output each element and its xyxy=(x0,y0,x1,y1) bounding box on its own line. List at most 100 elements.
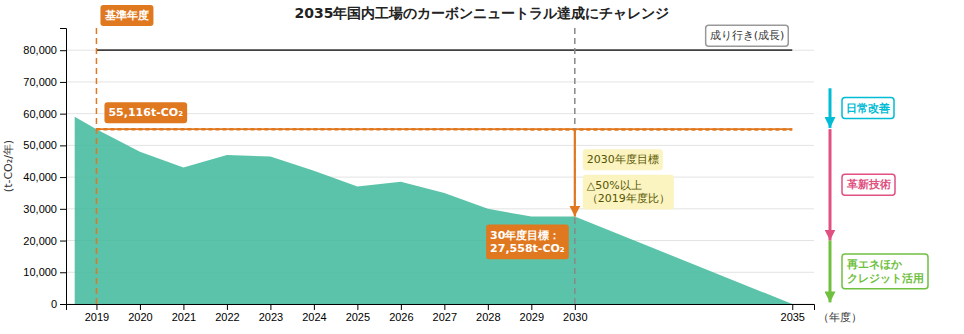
side-label-text: 革新技術 xyxy=(846,178,891,191)
text-line: 2030年度目標 xyxy=(587,153,659,166)
x-tick-label: 2023 xyxy=(259,311,283,323)
y-tick-mark xyxy=(60,304,66,305)
arrow-label-text: 2030年度目標 xyxy=(587,153,659,166)
x-tick-label: 2019 xyxy=(85,311,109,323)
x-tick-label: 2028 xyxy=(476,311,500,323)
y-tick-label: 40,000 xyxy=(23,171,57,183)
y-tick: 50,000 xyxy=(23,139,66,151)
x-tick-label: 2024 xyxy=(302,311,326,323)
x-tick: 2021 xyxy=(172,304,196,323)
x-tick-mark xyxy=(792,304,793,310)
arrow-label-box xyxy=(583,149,663,170)
side-arrow xyxy=(829,129,832,240)
series-label-text: 成り行き(成長) xyxy=(710,29,785,42)
line xyxy=(96,128,792,130)
x-tick-mark xyxy=(488,304,489,310)
y-tick-mark xyxy=(60,82,66,83)
grid-line xyxy=(66,145,814,146)
text-line: クレジット活用 xyxy=(847,272,924,285)
text-line: 再エネほか xyxy=(846,258,903,271)
y-tick-mark xyxy=(60,114,66,115)
x-tick-mark xyxy=(96,304,97,310)
series-label-box xyxy=(706,25,789,46)
x-tick-label: 2026 xyxy=(389,311,413,323)
y-tick: 60,000 xyxy=(23,108,66,120)
text-line: 基準年度 xyxy=(104,9,149,22)
vline-label-text: 基準年度 xyxy=(104,9,149,22)
chart: 2019202020212022202320242025202620272028… xyxy=(0,0,964,334)
plot: 2019202020212022202320242025202620272028… xyxy=(2,5,928,324)
series-label: 成り行き(成長) xyxy=(706,25,789,46)
y-tick: 80,000 xyxy=(23,44,66,56)
series-label-box xyxy=(104,102,187,123)
y-tick-mark xyxy=(60,145,66,146)
y-tick-mark xyxy=(60,50,66,51)
x-axis: 2019202020212022202320242025202620272028… xyxy=(67,304,815,323)
x-tick: 2019 xyxy=(85,304,109,323)
x-tick-mark xyxy=(314,304,315,310)
x-axis-line xyxy=(67,305,815,311)
x-tick-label: 2020 xyxy=(128,311,152,323)
arrow-label-text: △50%以上（2019年度比） xyxy=(587,179,670,206)
y-tick-label: 0 xyxy=(51,298,57,310)
x-tick: 2023 xyxy=(259,304,283,323)
line xyxy=(96,49,792,51)
y-axis-line xyxy=(60,29,67,305)
y-tick-label: 30,000 xyxy=(23,203,57,215)
x-tick: 2028 xyxy=(476,304,500,323)
grid xyxy=(66,50,814,304)
text-line: 成り行き(成長) xyxy=(710,29,785,42)
x-tick-label: 2030 xyxy=(563,311,587,323)
text-line: 27,558t-CO₂ xyxy=(490,242,565,255)
y-tick: 20,000 xyxy=(23,235,66,247)
text-line: 革新技術 xyxy=(846,178,891,191)
arrow-label: △50%以上（2019年度比） xyxy=(583,175,674,210)
y-tick: 40,000 xyxy=(23,171,66,183)
y-tick-mark xyxy=(60,209,66,210)
x-tick-mark xyxy=(183,304,184,310)
vertical-line xyxy=(96,28,98,304)
x-tick: 2026 xyxy=(389,304,413,323)
arrow-label: 2030年度目標 xyxy=(583,149,663,170)
title: 2035年国内工場のカーボンニュートラル達成にチャレンジ xyxy=(295,5,670,21)
vertical-line xyxy=(574,28,576,304)
x-tick: 2035 xyxy=(781,304,805,323)
side-label: 革新技術 xyxy=(842,174,895,195)
y-tick: 0 xyxy=(51,298,66,310)
side-label-text: 日常改善 xyxy=(846,102,890,115)
vline-label-box xyxy=(100,5,153,26)
y-tick-label: 10,000 xyxy=(23,266,57,278)
data-layer xyxy=(75,28,793,304)
x-tick: 2025 xyxy=(346,304,370,323)
series-label-text: 55,116t-CO₂ xyxy=(108,106,183,119)
text-line: 日常改善 xyxy=(846,102,890,115)
y-tick-label: 20,000 xyxy=(23,235,57,247)
y-tick-label: 60,000 xyxy=(23,108,57,120)
x-tick: 2024 xyxy=(302,304,326,323)
side-arrow xyxy=(829,241,832,303)
x-tick: 2030 xyxy=(563,304,587,323)
text-line: （2019年度比） xyxy=(587,192,670,205)
y-tick-label: 70,000 xyxy=(23,76,57,88)
x-tick-mark xyxy=(575,304,576,310)
grid-line xyxy=(66,50,814,51)
x-tick-label: 2027 xyxy=(433,311,457,323)
x-tick-mark xyxy=(140,304,141,310)
x-tick-mark xyxy=(531,304,532,310)
side-label: 再エネほかクレジット活用 xyxy=(842,254,928,289)
side-arrow xyxy=(829,88,832,128)
side-label-text: 再エネほかクレジット活用 xyxy=(846,258,924,285)
grid-line xyxy=(66,81,814,82)
side-label-box xyxy=(842,254,928,289)
y-tick-mark xyxy=(60,177,66,178)
text-line: 30年度目標： xyxy=(490,229,560,242)
x-axis-title: （年度） xyxy=(818,311,862,324)
x-tick-mark xyxy=(227,304,228,310)
text-line: 55,116t-CO₂ xyxy=(108,106,183,119)
x-tick: 2020 xyxy=(128,304,152,323)
x-tick-mark xyxy=(357,304,358,310)
text-line: △50%以上 xyxy=(587,179,642,192)
x-tick-mark xyxy=(270,304,271,310)
target-label-text: 30年度目標：27,558t-CO₂ xyxy=(490,229,565,256)
annotation-texts: 成り行き(成長) 55,116t-CO₂ 基準年度 2030年度目標 △50%以上（20… xyxy=(100,5,928,289)
